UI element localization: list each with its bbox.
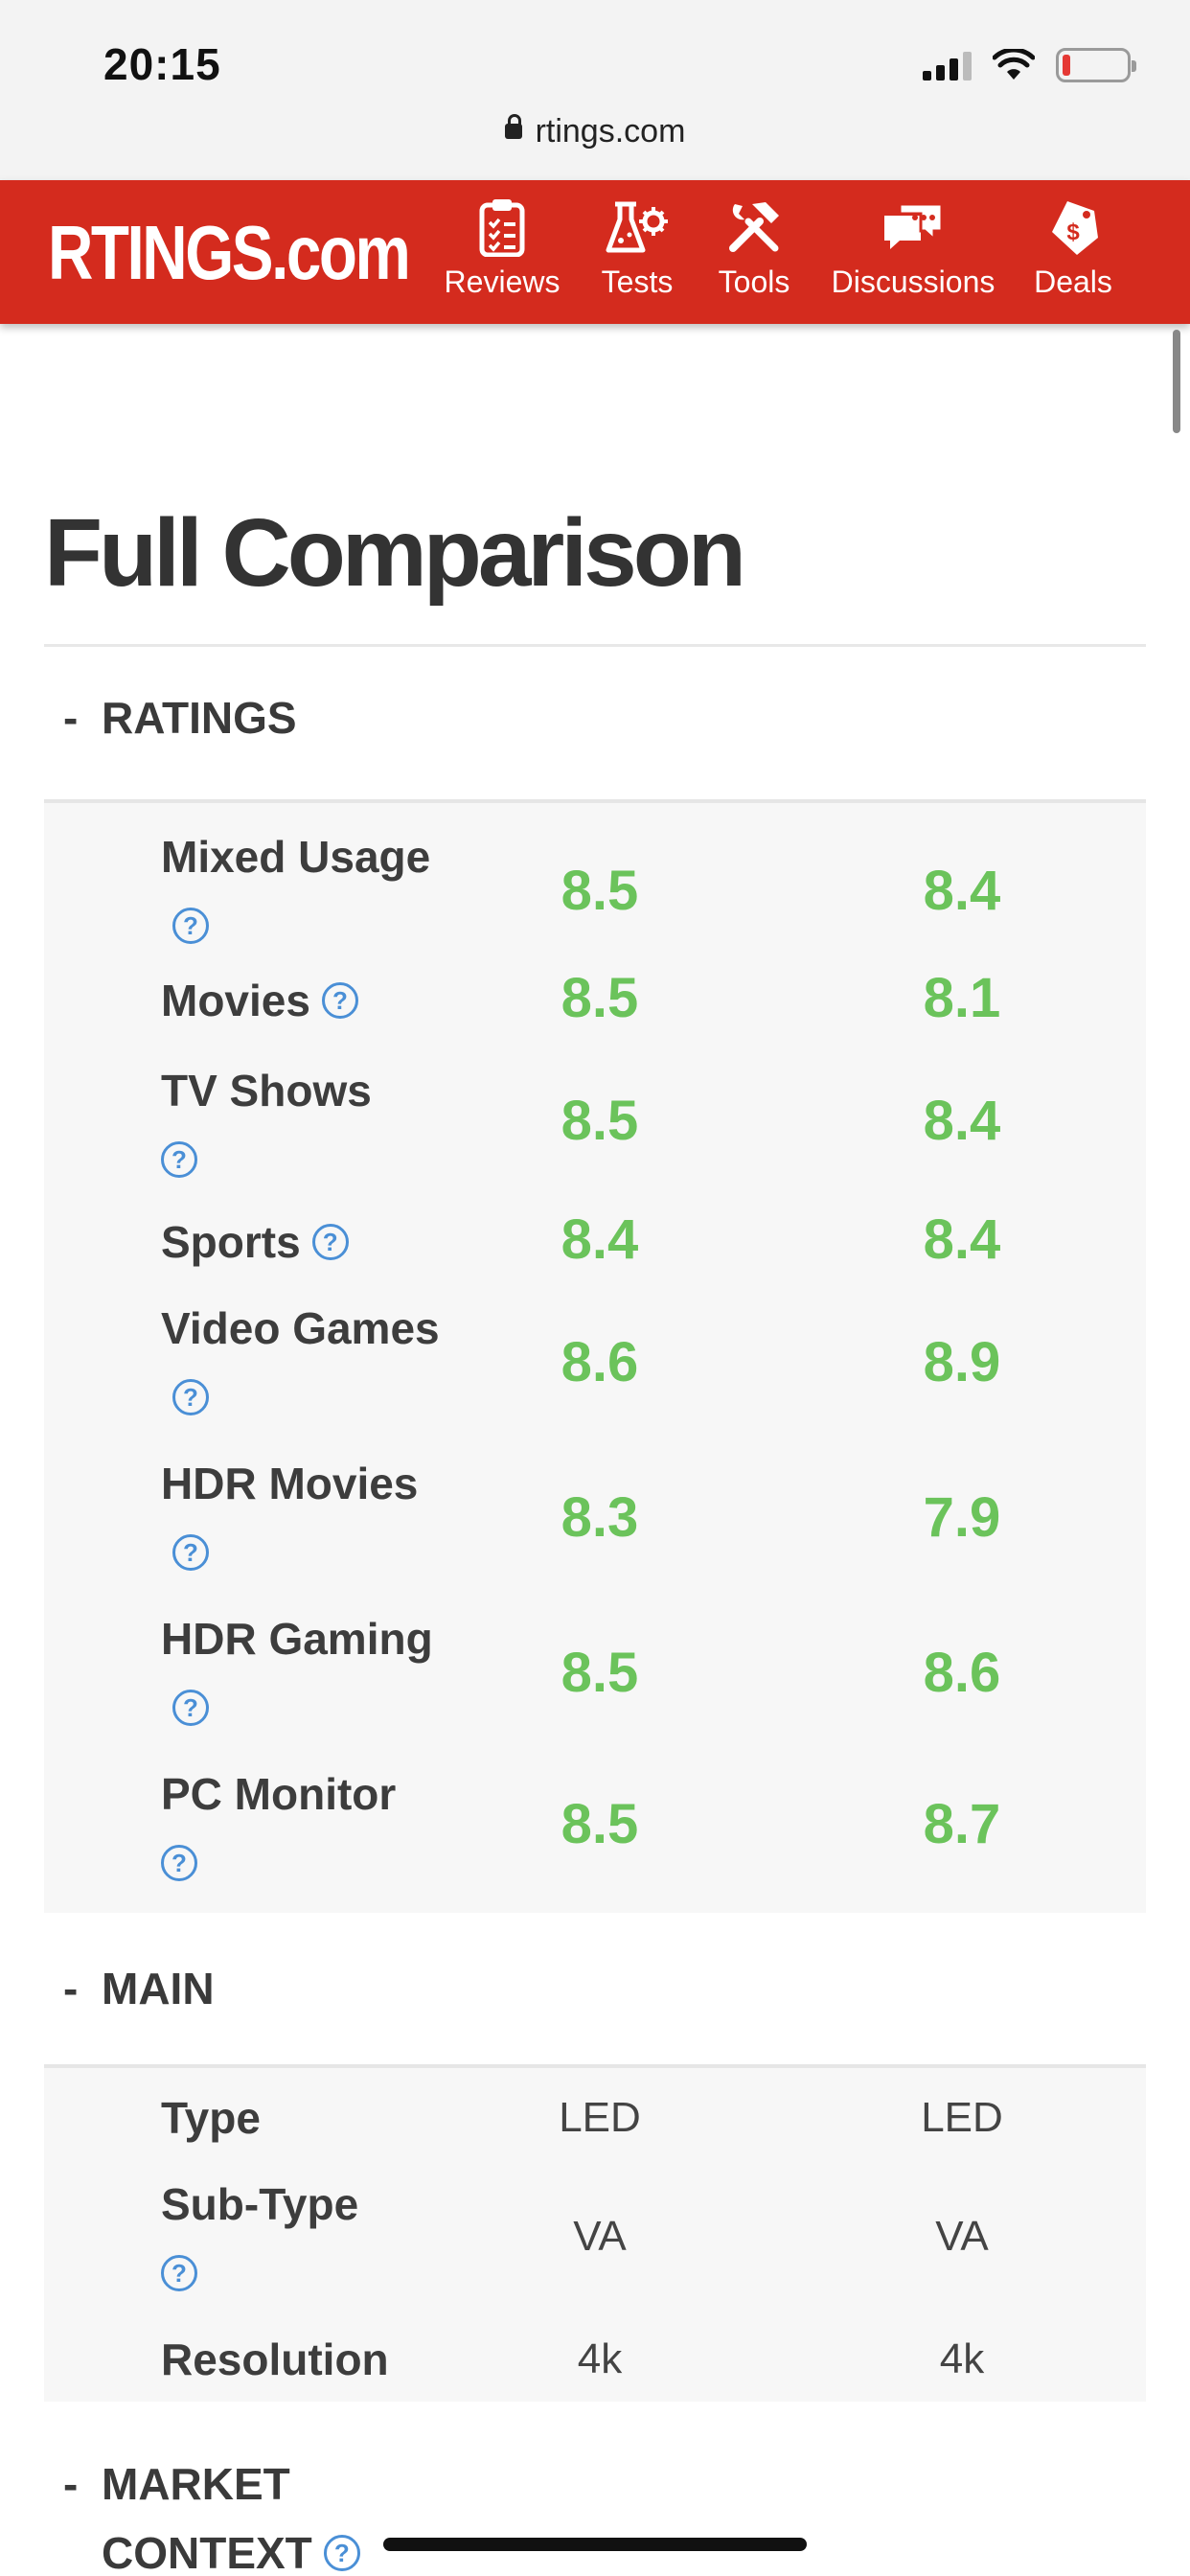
collapse-toggle: - bbox=[63, 1964, 79, 2013]
divider bbox=[44, 799, 1146, 803]
nav-label: Deals bbox=[1034, 264, 1112, 299]
help-icon[interactable]: ? bbox=[172, 907, 209, 944]
cellular-signal-icon bbox=[923, 50, 972, 80]
table-row: Type LED LED bbox=[44, 2083, 1146, 2152]
nav-label: Tools bbox=[718, 264, 790, 299]
nav-discussions[interactable]: Discussions bbox=[832, 194, 995, 318]
table-row: HDR Gaming? 8.5 8.6 bbox=[44, 1604, 1146, 1742]
home-indicator bbox=[383, 2538, 807, 2551]
wifi-icon bbox=[993, 49, 1035, 80]
row-label: Type bbox=[161, 2093, 261, 2143]
score-value: 8.4 bbox=[923, 860, 1001, 922]
help-icon[interactable]: ? bbox=[161, 1140, 197, 1178]
section-title: MAIN bbox=[102, 1964, 215, 2013]
nav-reviews[interactable]: Reviews bbox=[444, 194, 561, 318]
battery-icon bbox=[1056, 48, 1136, 82]
clipboard-icon bbox=[479, 199, 525, 257]
row-label: Sub-Type? bbox=[161, 2170, 448, 2308]
page-title: Full Comparison bbox=[44, 499, 746, 607]
table-row: Video Games? 8.6 8.9 bbox=[44, 1294, 1146, 1432]
svg-text:$: $ bbox=[1066, 219, 1080, 245]
help-icon[interactable]: ? bbox=[161, 2254, 197, 2291]
table-row: Sports? 8.4 8.4 bbox=[44, 1208, 1146, 1276]
status-time: 20:15 bbox=[103, 39, 221, 89]
nav-label: Reviews bbox=[444, 264, 561, 299]
section-toggle-ratings[interactable]: - RATINGS bbox=[63, 692, 297, 744]
score-value: 8.3 bbox=[561, 1486, 639, 1549]
chat-bubbles-icon bbox=[884, 202, 944, 249]
score-value: 8.4 bbox=[923, 1090, 1001, 1152]
row-label: Video Games? bbox=[161, 1294, 448, 1432]
score-value: 8.5 bbox=[561, 1090, 639, 1152]
table-row: Mixed Usage? 8.5 8.4 bbox=[44, 822, 1146, 960]
collapse-toggle: - bbox=[63, 693, 79, 743]
table-row: Resolution 4k 4k bbox=[44, 2325, 1146, 2394]
status-icons bbox=[923, 46, 1136, 84]
score-value: 8.1 bbox=[923, 967, 1001, 1029]
spec-value: LED bbox=[559, 2094, 641, 2141]
spec-value: 4k bbox=[939, 2335, 985, 2382]
scrollbar[interactable] bbox=[1173, 330, 1180, 433]
spec-value: LED bbox=[921, 2094, 1003, 2141]
score-value: 8.5 bbox=[561, 1793, 639, 1855]
help-icon[interactable]: ? bbox=[321, 981, 358, 1019]
price-tag-icon: $ bbox=[1052, 201, 1098, 255]
row-label: HDR Movies? bbox=[161, 1449, 448, 1587]
score-value: 8.4 bbox=[561, 1208, 639, 1271]
spec-value: VA bbox=[935, 2213, 989, 2260]
nav-label: Tests bbox=[601, 264, 674, 299]
nav-tests[interactable]: Tests bbox=[592, 194, 682, 318]
address-bar[interactable]: rtings.com bbox=[0, 113, 1190, 150]
main-specs-table: Type LED LED Sub-Type? VA VA Resolution … bbox=[44, 2068, 1146, 2402]
section-title: MARKET CONTEXT? bbox=[102, 2450, 370, 2576]
section-toggle-market-context[interactable]: - MARKET CONTEXT? bbox=[63, 2450, 370, 2576]
divider bbox=[44, 644, 1146, 647]
lock-icon bbox=[504, 114, 522, 140]
spec-value: 4k bbox=[577, 2335, 623, 2382]
browser-chrome: 20:15 rtings.com bbox=[0, 0, 1190, 180]
help-icon[interactable]: ? bbox=[172, 1689, 209, 1726]
help-icon[interactable]: ? bbox=[172, 1533, 209, 1571]
table-row: Movies? 8.5 8.1 bbox=[44, 966, 1146, 1035]
table-row: PC Monitor? 8.5 8.7 bbox=[44, 1760, 1146, 1894]
row-label: Movies? bbox=[161, 966, 448, 1035]
section-title: RATINGS bbox=[102, 693, 297, 743]
row-label: Resolution bbox=[161, 2334, 389, 2384]
score-value: 8.5 bbox=[561, 860, 639, 922]
site-header: RTINGS.com Reviews Tests bbox=[0, 180, 1190, 324]
score-value: 8.5 bbox=[561, 1642, 639, 1704]
score-value: 8.5 bbox=[561, 967, 639, 1029]
nav-label: Discussions bbox=[831, 264, 995, 299]
help-icon[interactable]: ? bbox=[323, 2534, 360, 2571]
score-value: 8.4 bbox=[923, 1208, 1001, 1271]
collapse-toggle: - bbox=[63, 2459, 79, 2509]
nav-deals[interactable]: $ Deals bbox=[1027, 194, 1119, 318]
section-toggle-main[interactable]: - MAIN bbox=[63, 1963, 215, 2014]
spec-value: VA bbox=[573, 2213, 627, 2260]
row-label: Mixed Usage? bbox=[161, 822, 448, 960]
row-label: Sports? bbox=[161, 1208, 448, 1276]
score-value: 8.9 bbox=[923, 1331, 1001, 1393]
score-value: 8.7 bbox=[923, 1793, 1001, 1855]
url-text: rtings.com bbox=[535, 113, 686, 150]
site-logo[interactable]: RTINGS.com bbox=[48, 210, 411, 295]
score-value: 8.6 bbox=[561, 1331, 639, 1393]
help-icon[interactable]: ? bbox=[172, 1378, 209, 1415]
table-row: Sub-Type? VA VA bbox=[44, 2170, 1146, 2304]
ratings-table: Mixed Usage? 8.5 8.4 Movies? 8.5 8.1 TV … bbox=[44, 803, 1146, 1913]
tools-icon bbox=[729, 202, 779, 252]
table-row: TV Shows? 8.5 8.4 bbox=[44, 1056, 1146, 1190]
flask-gear-icon bbox=[606, 201, 668, 253]
row-label: HDR Gaming? bbox=[161, 1604, 448, 1742]
row-label: PC Monitor? bbox=[161, 1760, 448, 1898]
help-icon[interactable]: ? bbox=[311, 1223, 349, 1260]
score-value: 8.6 bbox=[923, 1642, 1001, 1704]
nav-tools[interactable]: Tools bbox=[709, 194, 799, 318]
table-row: HDR Movies? 8.3 7.9 bbox=[44, 1449, 1146, 1587]
row-label: TV Shows? bbox=[161, 1056, 448, 1194]
divider bbox=[44, 2064, 1146, 2068]
score-value: 7.9 bbox=[923, 1486, 1001, 1549]
help-icon[interactable]: ? bbox=[161, 1844, 197, 1881]
